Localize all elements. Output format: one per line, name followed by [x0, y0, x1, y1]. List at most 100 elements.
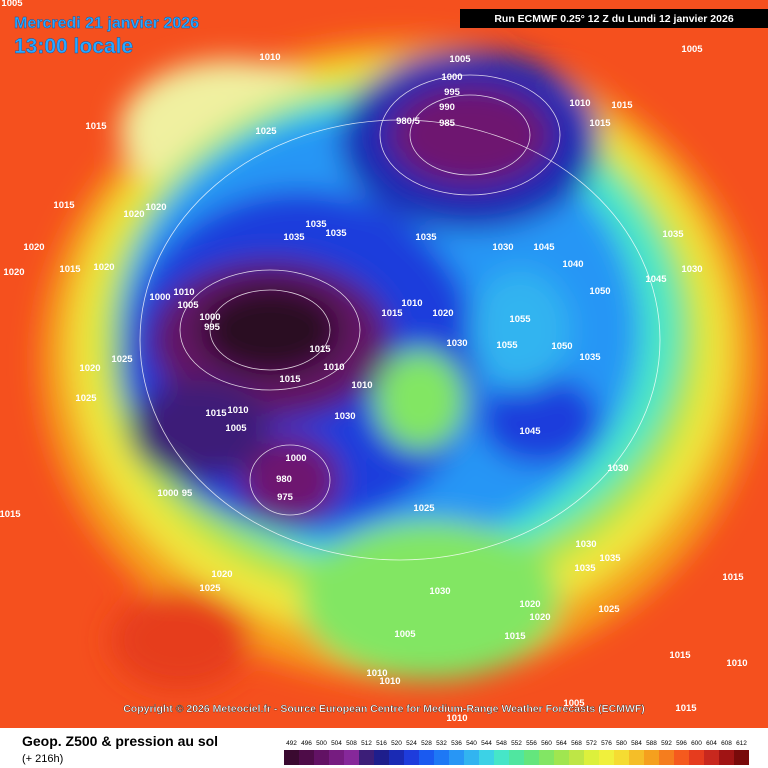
- pressure-label: 1010: [726, 658, 747, 669]
- pressure-label: 1030: [334, 411, 355, 422]
- colorbar-tick-label: 568: [571, 740, 582, 747]
- pressure-label: 1010: [446, 713, 467, 724]
- pressure-label: 1015: [669, 650, 691, 661]
- pressure-label: 1015: [589, 118, 611, 129]
- colorbar-tick-label: 532: [436, 740, 447, 747]
- pressure-label: 1000: [149, 292, 170, 303]
- geopotential-field: [0, 0, 768, 728]
- colorbar-tick-label: 540: [466, 740, 477, 747]
- pressure-label: 1015: [675, 703, 697, 714]
- pressure-label: 1010: [323, 362, 344, 373]
- pressure-label: 1050: [589, 286, 610, 297]
- colorbar-cell: [284, 750, 299, 765]
- colorbar-cell: [704, 750, 719, 765]
- colorbar-tick-label: 604: [706, 740, 717, 747]
- pressure-label: 1005: [394, 629, 416, 640]
- colorbar-cell: [674, 750, 689, 765]
- pressure-label: 1005: [449, 54, 471, 65]
- pressure-label: 1015: [722, 572, 744, 583]
- pressure-label: 1010: [351, 380, 372, 391]
- colorbar-cell: [689, 750, 704, 765]
- pressure-label: 1010: [379, 676, 400, 687]
- colorbar-cell: [599, 750, 614, 765]
- colorbar-tick-label: 572: [586, 740, 597, 747]
- pressure-label: 1015: [611, 100, 633, 111]
- colorbar-cell: [554, 750, 569, 765]
- pressure-label: 1020: [93, 262, 114, 273]
- pressure-label: 1020: [432, 308, 453, 319]
- colorbar-cell: [419, 750, 434, 765]
- pressure-label: 1005: [681, 44, 703, 55]
- pressure-label: 1035: [283, 232, 305, 243]
- pressure-label: 1035: [662, 229, 684, 240]
- pressure-label: 1050: [551, 341, 572, 352]
- pressure-label: 1005: [177, 300, 199, 311]
- colorbar-tick-label: 508: [346, 740, 357, 747]
- pressure-label: 1005: [563, 698, 585, 709]
- colorbar-cell: [614, 750, 629, 765]
- colorbar-tick-label: 516: [376, 740, 387, 747]
- pressure-label: 1045: [645, 274, 667, 285]
- pressure-label: 1020: [79, 363, 100, 374]
- colorbar-tick-label: 520: [391, 740, 402, 747]
- pressure-label: 975: [277, 492, 294, 503]
- colorbar-cell: [629, 750, 644, 765]
- pressure-label: 1015: [309, 344, 331, 355]
- colorbar-tick-label: 528: [421, 740, 432, 747]
- pressure-label: 1040: [562, 259, 583, 270]
- pressure-label: 1010: [401, 298, 422, 309]
- colorbar-cell: [659, 750, 674, 765]
- colorbar-cell: [314, 750, 329, 765]
- pressure-label: 1015: [59, 264, 81, 275]
- isobars: [139, 74, 661, 561]
- pressure-label: 1020: [123, 209, 144, 220]
- colorbar-cell: [494, 750, 509, 765]
- pressure-label: 1015: [279, 374, 301, 385]
- pressure-label: 1020: [529, 612, 550, 623]
- pressure-label: 95: [182, 488, 193, 499]
- pressure-label: 1045: [519, 426, 541, 437]
- colorbar-tick-label: 544: [481, 740, 492, 747]
- pressure-label: 1025: [111, 354, 133, 365]
- pressure-label: 1025: [413, 503, 435, 514]
- colorbar-tick-label: 524: [406, 740, 417, 747]
- pressure-label: 1010: [227, 405, 248, 416]
- pressure-label: 995: [204, 322, 221, 333]
- pressure-label: 995: [444, 87, 461, 98]
- pressure-label: 1030: [429, 586, 450, 597]
- colorbar-cell: [569, 750, 584, 765]
- pressure-label: 1020: [145, 202, 166, 213]
- colorbar-tick-label: 600: [691, 740, 702, 747]
- colorbar: 492 496 500 504 508 512 516 520 524 528 532 536 540 5…: [284, 740, 749, 765]
- pressure-label: 1020: [3, 267, 24, 278]
- colorbar-tick-label: 584: [631, 740, 642, 747]
- pressure-label: 1025: [598, 604, 620, 615]
- pressure-label: 1000: [157, 488, 178, 499]
- colorbar-tick-label: 580: [616, 740, 627, 747]
- pressure-label: 1055: [496, 340, 518, 351]
- pressure-label: 1035: [415, 232, 437, 243]
- pressure-label: 985: [439, 118, 456, 129]
- pressure-label: 1035: [599, 553, 621, 564]
- pressure-label: 1020: [519, 599, 540, 610]
- pressure-label: 1030: [446, 338, 467, 349]
- pressure-label: 1015: [0, 509, 21, 520]
- pressure-label: 1020: [211, 569, 232, 580]
- colorbar-tick-label: 576: [601, 740, 612, 747]
- pressure-label: 1030: [607, 463, 628, 474]
- pressure-label: 1035: [579, 352, 601, 363]
- pressure-label: 1015: [504, 631, 526, 642]
- pressure-label: 1015: [85, 121, 107, 132]
- colorbar-tick-label: 588: [646, 740, 657, 747]
- pressure-label: 1010: [173, 287, 194, 298]
- time-title: 13:00 locale: [14, 35, 133, 58]
- pressure-label: 1010: [259, 52, 280, 63]
- colorbar-cell: [524, 750, 539, 765]
- colorbar-cell: [449, 750, 464, 765]
- pressure-label: 1020: [23, 242, 44, 253]
- colorbar-cell: [359, 750, 374, 765]
- pressure-label: 1010: [366, 668, 387, 679]
- pressure-label: 1035: [305, 219, 327, 230]
